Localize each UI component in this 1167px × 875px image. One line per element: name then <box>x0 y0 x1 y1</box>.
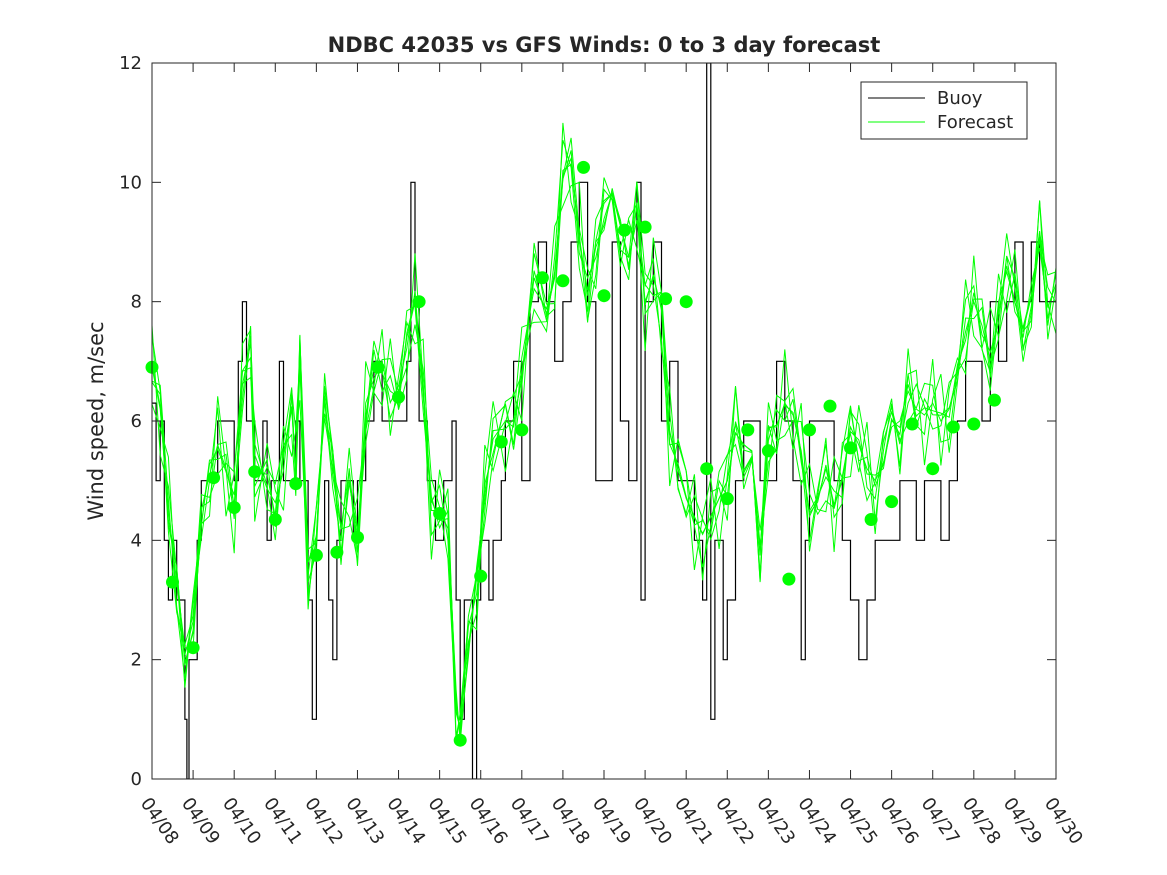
forecast-marker <box>844 441 857 455</box>
forecast-marker <box>453 733 467 747</box>
forecast-marker <box>515 423 529 437</box>
y-tick-label: 2 <box>131 650 142 671</box>
x-tick-label: 04/10 <box>218 794 265 849</box>
y-axis: 0 2 4 6 8 10 12 <box>119 53 1056 790</box>
forecast-marker <box>659 292 673 306</box>
forecast-marker <box>905 417 919 431</box>
x-tick-label: 04/19 <box>588 794 635 849</box>
x-tick-label: 04/28 <box>958 794 1005 849</box>
forecast-marker <box>289 477 303 491</box>
x-tick-label: 04/22 <box>711 794 758 849</box>
legend: Buoy Forecast <box>860 81 1028 140</box>
x-tick-label: 04/25 <box>834 794 881 849</box>
buoy-series-layer <box>152 63 1056 779</box>
legend-forecast-label: Forecast <box>937 112 1013 133</box>
forecast-marker <box>823 399 837 413</box>
forecast-line <box>152 156 1056 734</box>
x-tick-label: 04/13 <box>341 794 388 849</box>
forecast-marker <box>618 223 631 237</box>
chart-title: NDBC 42035 vs GFS Winds: 0 to 3 day fore… <box>328 33 881 57</box>
forecast-marker <box>679 295 693 309</box>
x-tick-label: 04/17 <box>506 794 553 849</box>
x-tick-label: 04/26 <box>876 794 923 849</box>
x-tick-label: 04/14 <box>382 794 429 849</box>
x-tick-label: 04/08 <box>136 794 183 849</box>
forecast-marker <box>268 513 282 526</box>
x-tick-label: 04/21 <box>670 794 717 849</box>
forecast-marker <box>926 462 940 476</box>
forecast-line <box>152 177 1056 743</box>
forecast-marker <box>597 289 611 303</box>
forecast-marker <box>864 513 878 526</box>
x-tick-label: 04/27 <box>917 794 964 849</box>
forecast-marker-layer <box>145 160 1001 747</box>
x-tick-label: 04/18 <box>547 794 594 849</box>
y-tick-label: 10 <box>119 172 142 193</box>
buoy-line <box>152 63 1056 779</box>
forecast-marker <box>309 548 323 562</box>
forecast-marker <box>392 390 405 404</box>
forecast-marker <box>946 420 960 434</box>
forecast-marker <box>885 495 899 509</box>
forecast-marker <box>535 271 549 285</box>
forecast-marker <box>186 641 200 655</box>
forecast-marker <box>967 417 981 431</box>
forecast-series-layer <box>152 122 1056 744</box>
forecast-line <box>152 122 1056 737</box>
forecast-marker <box>371 360 385 374</box>
forecast-marker <box>577 160 590 174</box>
forecast-marker <box>351 530 364 544</box>
x-axis: 04/0804/0904/1004/1104/1204/1304/1404/15… <box>136 63 1087 848</box>
forecast-marker <box>700 462 714 476</box>
forecast-marker <box>227 501 241 514</box>
forecast-marker <box>720 492 734 506</box>
forecast-marker <box>207 471 221 485</box>
x-tick-label: 04/12 <box>300 794 347 849</box>
legend-buoy-label: Buoy <box>937 88 983 109</box>
x-tick-label: 04/24 <box>793 794 840 849</box>
forecast-marker <box>638 220 652 234</box>
forecast-marker <box>556 274 570 288</box>
forecast-marker <box>330 545 344 559</box>
x-tick-label: 04/23 <box>752 794 799 849</box>
forecast-marker <box>166 575 179 589</box>
y-tick-label: 12 <box>119 53 142 74</box>
y-tick-label: 6 <box>131 411 142 432</box>
forecast-marker <box>494 435 508 449</box>
y-axis-label: Wind speed, m/sec <box>84 321 108 520</box>
forecast-marker <box>474 569 488 583</box>
forecast-marker <box>803 423 816 437</box>
y-tick-label: 0 <box>131 769 142 790</box>
legend-box <box>860 81 1028 140</box>
forecast-marker <box>412 295 426 309</box>
forecast-marker <box>987 393 1001 407</box>
x-tick-label: 04/29 <box>999 794 1046 849</box>
x-tick-label: 04/20 <box>629 794 676 849</box>
y-tick-label: 4 <box>131 530 142 551</box>
x-tick-label: 04/30 <box>1040 794 1087 849</box>
forecast-marker <box>761 444 775 458</box>
x-tick-label: 04/16 <box>465 794 512 849</box>
x-tick-label: 04/11 <box>259 794 306 849</box>
y-tick-label: 8 <box>131 292 142 313</box>
x-tick-label: 04/15 <box>424 794 471 849</box>
forecast-marker <box>433 507 447 520</box>
forecast-marker <box>248 465 262 479</box>
forecast-marker <box>741 423 755 437</box>
forecast-marker <box>782 572 796 586</box>
x-tick-label: 04/09 <box>177 794 224 849</box>
